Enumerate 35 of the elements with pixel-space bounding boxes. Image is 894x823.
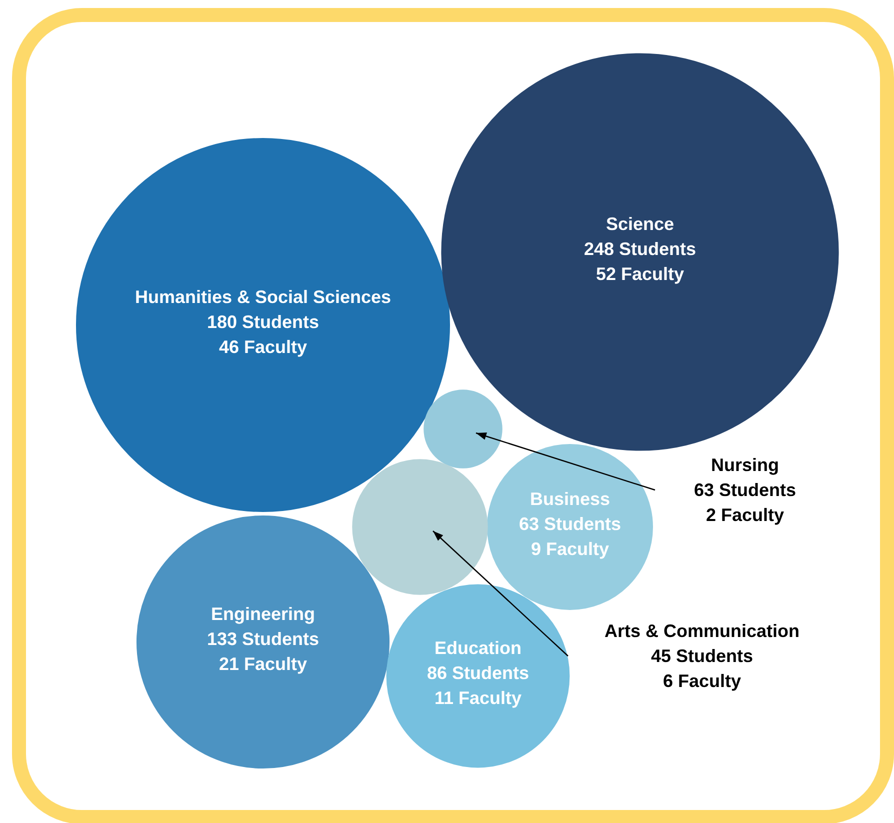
text: Faculty (458, 688, 522, 708)
text: Students (676, 646, 754, 666)
data-label: 2 (706, 504, 716, 525)
category-label: Business (530, 488, 610, 509)
text: Students (452, 662, 530, 683)
category-label: Nursing (711, 454, 780, 475)
text: Faculty (678, 670, 742, 691)
data-label: 248 (584, 238, 614, 259)
data-label: 45 (650, 646, 672, 666)
text: Students (619, 238, 696, 259)
category-label: Engineering (210, 604, 316, 624)
text: Faculty (621, 264, 684, 284)
category-label: Education (434, 638, 522, 658)
data-label: 180 (206, 312, 238, 332)
category-label: Arts & Communication (604, 620, 800, 641)
data-label: 63 (694, 480, 714, 500)
text: Students (242, 312, 320, 332)
category-label: Science (606, 214, 674, 234)
data-label: 11 (434, 688, 454, 708)
data-label: 46 (218, 336, 240, 357)
text: Students (719, 480, 796, 500)
data-label: 52 (596, 264, 616, 284)
data-label: 63 (518, 514, 540, 534)
text: Faculty (244, 654, 308, 674)
category-label: Humanities & Social Sciences (134, 286, 392, 307)
series-label: Students (539, 514, 622, 534)
data-label: 21 (218, 654, 240, 674)
data-label: 9 (530, 538, 541, 559)
data-label: 133 (206, 628, 238, 649)
text: Students (242, 628, 320, 649)
text: Faculty (546, 538, 610, 559)
data-label: 86 (426, 662, 448, 683)
text: Faculty (239, 336, 308, 357)
text: Faculty (720, 504, 784, 525)
data-label: 6 (662, 670, 673, 691)
